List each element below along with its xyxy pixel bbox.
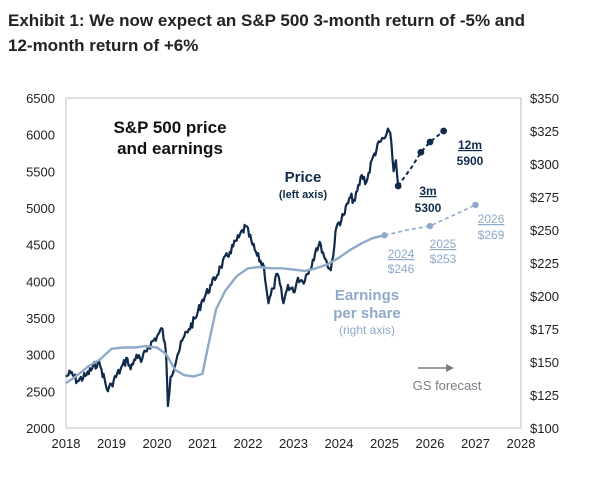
left-tick-label: 4000 — [26, 274, 55, 289]
exhibit-title: Exhibit 1: We now expect an S&P 500 3-mo… — [8, 8, 588, 58]
left-tick-label: 5000 — [26, 201, 55, 216]
x-tick-label: 2024 — [325, 436, 354, 451]
right-tick-label: $175 — [530, 322, 559, 337]
right-tick-label: $100 — [530, 421, 559, 436]
forecast-12m-value: 5900 — [457, 154, 484, 168]
right-tick-label: $125 — [530, 388, 559, 403]
right-axis-ticks: $350 $325 $300 $275 $250 $225 $200 $175 $150 $125… — [530, 91, 559, 436]
x-tick-label: 2028 — [507, 436, 536, 451]
right-tick-label: $250 — [530, 223, 559, 238]
x-tick-label: 2019 — [97, 436, 126, 451]
x-tick-label: 2025 — [370, 436, 399, 451]
eps-forecast-point — [472, 201, 479, 209]
x-tick-label: 2018 — [52, 436, 81, 451]
left-tick-label: 2500 — [26, 384, 55, 399]
eps-label-line-1: Earnings — [335, 287, 399, 304]
plot-frame — [65, 97, 522, 429]
forecast-12m-label: 12m — [458, 138, 482, 152]
right-tick-label: $225 — [530, 256, 559, 271]
left-tick-label: 3000 — [26, 348, 55, 363]
forecast-3m-label: 3m — [419, 184, 436, 198]
eps-forecast-point — [426, 222, 434, 230]
exhibit-title-line-1: Exhibit 1: We now expect an S&P 500 3-mo… — [8, 11, 526, 30]
x-tick-label: 2020 — [143, 436, 172, 451]
price-forecast-point — [394, 182, 402, 190]
price-forecast-line — [397, 130, 445, 187]
eps-series-line — [65, 234, 385, 385]
price-label: Price — [285, 169, 322, 186]
left-tick-label: 2000 — [26, 421, 55, 436]
forecast-arrowhead-icon — [446, 364, 454, 372]
gs-forecast-label: GS forecast — [413, 378, 482, 393]
price-forecast-point — [417, 148, 425, 156]
left-tick-label: 5500 — [26, 164, 55, 179]
eps-2024-value: $246 — [388, 262, 415, 276]
price-forecast-point — [440, 127, 448, 135]
price-series-line — [65, 127, 400, 408]
x-tick-label: 2027 — [461, 436, 490, 451]
exhibit-title-line-2: 12-month return of +6% — [8, 36, 199, 55]
left-tick-label: 3500 — [26, 311, 55, 326]
x-axis-ticks: 2018 2019 2020 2021 2022 2023 2024 2025 2026 2027… — [52, 436, 536, 451]
right-tick-label: $300 — [530, 157, 559, 172]
right-tick-label: $350 — [530, 91, 559, 106]
price-sublabel: (left axis) — [279, 189, 328, 201]
eps-sublabel: (right axis) — [339, 323, 395, 337]
left-tick-label: 6000 — [26, 128, 55, 143]
right-tick-label: $200 — [530, 289, 559, 304]
left-tick-label: 4500 — [26, 238, 55, 253]
right-tick-label: $150 — [530, 355, 559, 370]
x-tick-label: 2023 — [279, 436, 308, 451]
chart-title-line-1: S&P 500 price — [113, 118, 226, 137]
left-tick-label: 6500 — [26, 91, 55, 106]
price-forecast-point — [426, 138, 434, 146]
eps-2025-value: $253 — [430, 252, 457, 266]
series-layer — [65, 127, 479, 408]
eps-2025-year: 2025 — [430, 237, 457, 251]
eps-2026-value: $269 — [478, 228, 505, 242]
x-tick-label: 2026 — [416, 436, 445, 451]
right-tick-label: $325 — [530, 124, 559, 139]
eps-2024-year: 2024 — [388, 247, 415, 261]
chart-title-line-2: and earnings — [117, 139, 223, 158]
right-tick-label: $275 — [530, 190, 559, 205]
eps-2026-year: 2026 — [478, 212, 505, 226]
forecast-3m-value: 5300 — [415, 201, 442, 215]
x-tick-label: 2022 — [234, 436, 263, 451]
left-axis-ticks: 6500 6000 5500 5000 4500 4000 3500 3000 2500 2000 — [26, 91, 55, 436]
eps-label-line-2: per share — [333, 305, 401, 322]
x-tick-label: 2021 — [188, 436, 217, 451]
eps-forecast-line — [384, 204, 476, 237]
